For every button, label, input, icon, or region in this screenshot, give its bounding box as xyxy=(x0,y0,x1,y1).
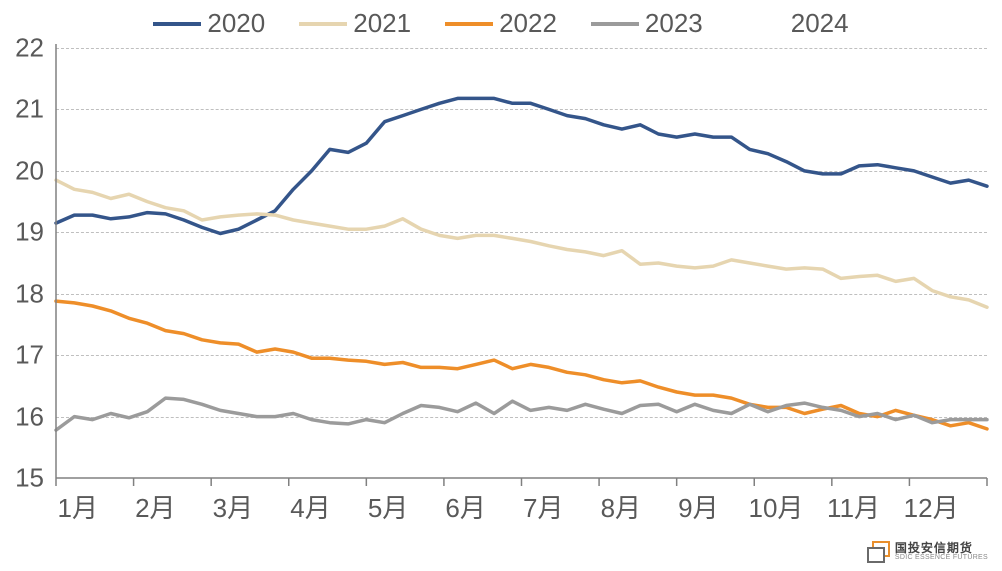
series-2020 xyxy=(56,98,987,233)
watermark-logo: 国投安信期货 SDIC ESSENCE FUTURES xyxy=(867,541,988,561)
watermark-icon xyxy=(867,541,891,561)
series-2021 xyxy=(56,180,987,307)
line-chart: 20202021202220232024 1516171819202122 1月… xyxy=(0,0,1002,571)
watermark-en: SDIC ESSENCE FUTURES xyxy=(895,554,988,561)
watermark-cn: 国投安信期货 xyxy=(895,542,988,554)
plot-area xyxy=(0,0,1002,571)
series-2022 xyxy=(56,301,987,429)
series-2023 xyxy=(56,398,987,430)
